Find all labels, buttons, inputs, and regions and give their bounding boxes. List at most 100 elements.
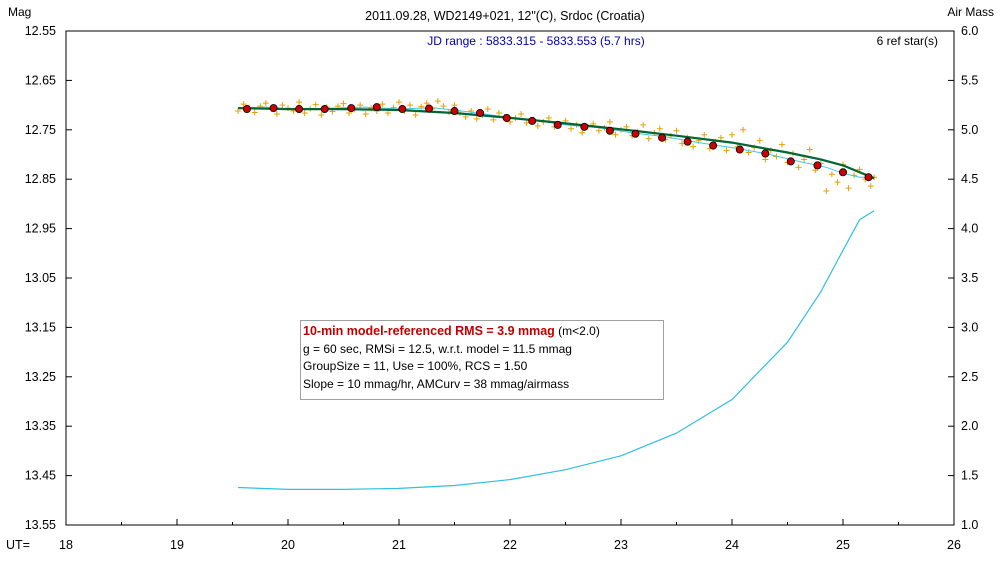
x-tick-label: 18 xyxy=(59,538,73,552)
raw-data-point xyxy=(518,110,525,117)
airmass-curve xyxy=(238,210,875,490)
chart-title: 2011.09.28, WD2149+021, 12"(C), Srdoc (C… xyxy=(365,9,645,23)
raw-data-point xyxy=(606,118,613,125)
raw-data-point xyxy=(823,188,830,195)
raw-data-point xyxy=(440,103,447,110)
raw-data-point xyxy=(534,122,541,129)
y-right-tick-label: 1.5 xyxy=(961,469,978,483)
raw-data-point xyxy=(795,164,802,171)
y-right-tick-label: 4.5 xyxy=(961,172,978,186)
raw-data-point xyxy=(407,102,414,109)
raw-data-point xyxy=(468,108,475,115)
raw-data-point xyxy=(645,135,652,142)
raw-data-point xyxy=(740,126,747,133)
binned-data-point xyxy=(502,113,511,122)
raw-data-point xyxy=(568,125,575,132)
y-right-tick-label: 5.5 xyxy=(961,73,978,87)
raw-data-point xyxy=(612,131,619,138)
binned-data-point xyxy=(786,157,795,166)
x-tick-label: 26 xyxy=(947,538,961,552)
raw-data-point xyxy=(362,110,369,117)
raw-data-point xyxy=(312,101,319,108)
y-right-tick-label: 3.5 xyxy=(961,271,978,285)
x-tick-label: 24 xyxy=(725,538,739,552)
binned-data-point xyxy=(864,173,873,182)
raw-data-point xyxy=(262,100,269,107)
y-right-tick-label: 2.5 xyxy=(961,370,978,384)
binned-data-point xyxy=(605,126,614,135)
y-axis-right-label: Air Mass xyxy=(947,5,994,19)
x-tick-label: 21 xyxy=(392,538,406,552)
stats-line-3: GroupSize = 11, Use = 100%, RCS = 1.50 xyxy=(303,359,528,374)
raw-data-point xyxy=(679,140,686,147)
stats-line-2: g = 60 sec, RMSi = 12.5, w.r.t. model = … xyxy=(303,341,572,356)
raw-data-point xyxy=(301,110,308,117)
y-right-tick-label: 4.0 xyxy=(961,222,978,236)
raw-data-point xyxy=(384,110,391,117)
raw-data-point xyxy=(340,100,347,107)
raw-data-point xyxy=(778,141,785,148)
raw-data-point xyxy=(756,137,763,144)
binned-data-point xyxy=(528,116,537,125)
binned-data-point xyxy=(683,137,692,146)
binned-data-point xyxy=(476,109,485,118)
binned-data-point xyxy=(658,133,667,142)
binned-data-point xyxy=(424,104,433,113)
y-right-tick-label: 2.0 xyxy=(961,419,978,433)
raw-data-point xyxy=(867,183,874,190)
binned-data-point xyxy=(631,129,640,138)
y-right-tick-label: 3.0 xyxy=(961,320,978,334)
raw-data-point xyxy=(545,114,552,121)
raw-data-point xyxy=(729,131,735,138)
y-left-tick-label: 13.55 xyxy=(25,518,56,532)
rms-highlight: 10-min model-referenced RMS = 3.9 mmag xyxy=(303,324,555,338)
x-axis-label: UT= xyxy=(6,538,30,552)
raw-data-point xyxy=(701,131,708,138)
binned-data-point xyxy=(347,104,356,113)
statistics-box: 10-min model-referenced RMS = 3.9 mmag (… xyxy=(300,320,664,400)
raw-data-point xyxy=(640,121,647,128)
raw-data-point xyxy=(473,115,480,122)
y-left-tick-label: 12.55 xyxy=(25,24,56,38)
binned-data-point xyxy=(553,120,562,129)
raw-data-point xyxy=(723,147,730,154)
x-tick-label: 23 xyxy=(614,538,628,552)
ref-stars-label: 6 ref star(s) xyxy=(877,34,938,48)
raw-data-point xyxy=(828,171,835,178)
raw-data-point xyxy=(273,110,280,117)
y-left-tick-label: 12.95 xyxy=(25,222,56,236)
raw-data-point xyxy=(495,110,502,117)
raw-data-point xyxy=(834,179,841,186)
binned-data-point xyxy=(295,105,304,114)
raw-data-point xyxy=(801,156,808,163)
raw-data-point xyxy=(490,116,497,123)
raw-data-point xyxy=(412,111,419,118)
jd-range-label: JD range : 5833.315 - 5833.553 (5.7 hrs) xyxy=(427,34,644,48)
binned-data-point xyxy=(242,105,251,114)
raw-data-point xyxy=(717,134,724,141)
x-tick-label: 22 xyxy=(503,538,517,552)
binned-data-point xyxy=(372,103,381,112)
raw-data-point xyxy=(235,108,242,115)
y-left-tick-label: 12.75 xyxy=(25,123,56,137)
x-tick-label: 20 xyxy=(281,538,295,552)
raw-data-point xyxy=(251,109,258,116)
binned-data-point xyxy=(761,149,770,158)
raw-data-point xyxy=(279,102,286,109)
raw-data-point xyxy=(296,99,303,106)
raw-data-point xyxy=(656,125,663,132)
raw-data-point xyxy=(595,127,602,134)
y-right-tick-label: 6.0 xyxy=(961,24,978,38)
stats-line-4: Slope = 10 mmag/hr, AMCurv = 38 mmag/air… xyxy=(303,376,570,391)
y-left-tick-label: 13.15 xyxy=(25,320,56,334)
raw-data-point xyxy=(379,101,386,108)
raw-data-point xyxy=(579,129,586,136)
binned-data-point xyxy=(450,107,459,116)
y-left-tick-label: 13.45 xyxy=(25,469,56,483)
y-left-tick-label: 13.25 xyxy=(25,370,56,384)
binned-data-point xyxy=(398,105,407,114)
raw-data-point xyxy=(845,185,852,192)
raw-data-point xyxy=(523,119,530,126)
raw-data-point xyxy=(423,100,430,107)
